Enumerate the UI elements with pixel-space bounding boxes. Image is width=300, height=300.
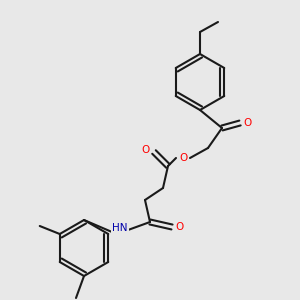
Text: O: O <box>179 153 187 163</box>
Text: O: O <box>243 118 251 128</box>
Text: O: O <box>176 222 184 232</box>
Text: O: O <box>142 145 150 155</box>
Text: HN: HN <box>112 223 128 233</box>
